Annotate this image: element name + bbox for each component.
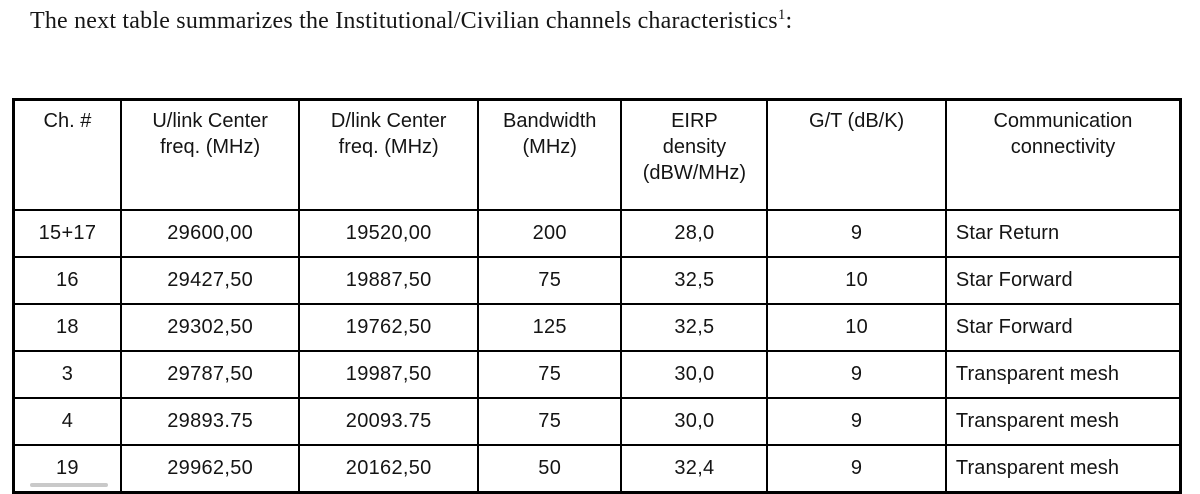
cell-connectivity: Transparent mesh [944,350,1182,399]
cell-downlink: 20162,50 [298,444,479,494]
cell-channel: 16 [12,256,122,305]
cell-gt: 9 [766,350,947,399]
table-row: 19 29962,50 20162,50 50 32,4 9 Transpare… [12,444,1182,494]
col-header-channel: Ch. # [12,98,122,211]
col-header-gt: G/T (dB/K) [766,98,947,211]
cell-bandwidth: 75 [476,397,623,446]
page-title: The next table summarizes the Institutio… [30,8,792,35]
cell-eirp: 32,5 [620,303,769,352]
cell-downlink: 19762,50 [298,303,479,352]
table-row: 3 29787,50 19987,50 75 30,0 9 Transparen… [12,350,1182,399]
cell-eirp: 32,5 [620,256,769,305]
cell-downlink: 20093.75 [298,397,479,446]
table-row: 18 29302,50 19762,50 125 32,5 10 Star Fo… [12,303,1182,352]
cell-channel: 3 [12,350,122,399]
cell-eirp: 32,4 [620,444,769,494]
cell-connectivity: Star Return [944,209,1182,258]
table-row: 16 29427,50 19887,50 75 32,5 10 Star For… [12,256,1182,305]
cell-eirp: 30,0 [620,350,769,399]
cell-channel: 18 [12,303,122,352]
page-title-text: The next table summarizes the Institutio… [30,8,778,34]
col-header-downlink-freq: D/link Center freq. (MHz) [298,98,479,211]
cell-eirp: 28,0 [620,209,769,258]
cell-bandwidth: 75 [476,256,623,305]
col-header-uplink-freq: U/link Center freq. (MHz) [119,98,301,211]
cell-gt: 10 [766,303,947,352]
cell-gt: 9 [766,397,947,446]
cell-bandwidth: 75 [476,350,623,399]
cell-channel: 15+17 [12,209,122,258]
cell-connectivity: Transparent mesh [944,444,1182,494]
cell-connectivity: Star Forward [944,256,1182,305]
footnote-superscript: 1 [777,7,786,23]
header-row: Ch. # U/link Center freq. (MHz) D/link C… [12,98,1182,211]
cell-bandwidth: 200 [476,209,623,258]
cell-gt: 9 [766,209,947,258]
cell-downlink: 19987,50 [298,350,479,399]
col-header-connectivity: Communication connectivity [944,98,1182,211]
cell-bandwidth: 125 [476,303,623,352]
cell-downlink: 19520,00 [298,209,479,258]
channels-table: Ch. # U/link Center freq. (MHz) D/link C… [12,98,1182,494]
cell-channel: 4 [12,397,122,446]
table-row: 4 29893.75 20093.75 75 30,0 9 Transparen… [12,397,1182,446]
cell-connectivity: Star Forward [944,303,1182,352]
cell-uplink: 29600,00 [119,209,301,258]
cell-bandwidth: 50 [476,444,623,494]
cell-gt: 9 [766,444,947,494]
cell-uplink: 29787,50 [119,350,301,399]
cell-uplink: 29427,50 [119,256,301,305]
cell-connectivity: Transparent mesh [944,397,1182,446]
table-row: 15+17 29600,00 19520,00 200 28,0 9 Star … [12,209,1182,258]
cell-downlink: 19887,50 [298,256,479,305]
cell-uplink: 29893.75 [119,397,301,446]
cell-uplink: 29302,50 [119,303,301,352]
col-header-eirp-density: EIRP density (dBW/MHz) [620,98,769,211]
col-header-bandwidth: Bandwidth (MHz) [476,98,623,211]
page-title-colon: : [785,8,793,34]
cell-gt: 10 [766,256,947,305]
cell-eirp: 30,0 [620,397,769,446]
cutoff-footnote-fragment [30,483,108,487]
cell-uplink: 29962,50 [119,444,301,494]
